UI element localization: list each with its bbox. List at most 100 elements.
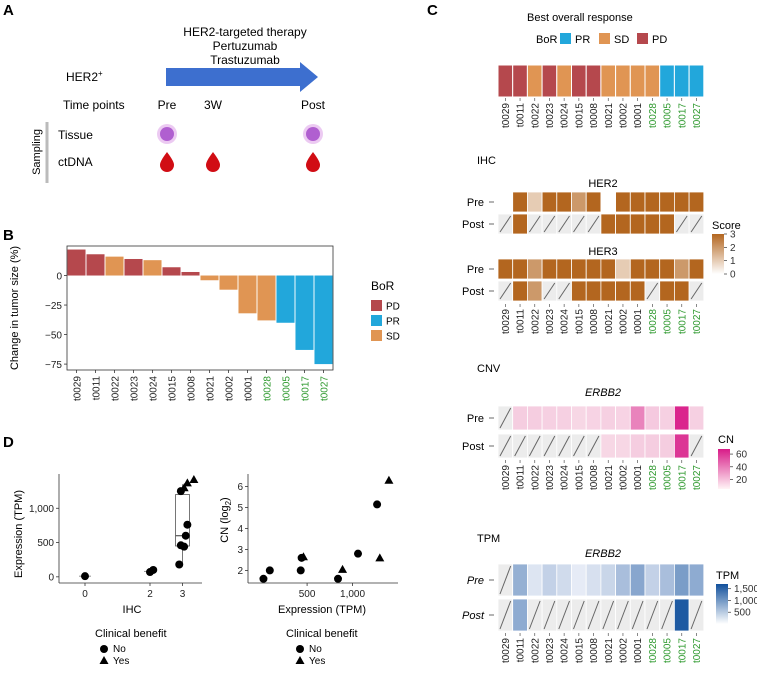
- bor-legend-label-pr: PR: [575, 34, 590, 46]
- ihc-her3-cell-post-t0017: [674, 280, 690, 302]
- ihc-sample-label-t0005: t0005: [663, 309, 674, 334]
- expr-cn-legend-no-label: No: [309, 644, 322, 655]
- waterfall-legend-label-sd: SD: [386, 332, 400, 343]
- cnv-na-slash: [587, 435, 600, 457]
- bor-sample-label-t0011: t0011: [516, 103, 527, 128]
- ihc-her2-cell-pre-t0029: [497, 191, 514, 213]
- ihc-her2-cell-pre-t0021: [600, 191, 617, 213]
- tpm-na-slash: [528, 600, 541, 630]
- waterfall-x-tick-label: t0021: [206, 376, 217, 401]
- cnv-cell-pre-t0021: [600, 405, 617, 431]
- tpm-na-slash: [617, 600, 629, 630]
- panel-b-letter: B: [3, 227, 14, 244]
- ihc-legend-title: Score: [712, 220, 741, 232]
- tpm-na-slash: [646, 600, 659, 630]
- panel-b-waterfall-chart: 0 −25 −50 −75 t0029 t0011 t0022 t0023 t0024 t001…: [9, 245, 400, 401]
- cnv-sample-label-t0005: t0005: [663, 465, 674, 490]
- cnv-cell-pre-t0023: [541, 405, 558, 431]
- expr-cn-y-tick-label: 2: [237, 566, 243, 577]
- timepoint-pre: Pre: [158, 98, 177, 112]
- waterfall-bar-t0001: [238, 275, 257, 314]
- waterfall-x-tick-label: t0027: [320, 376, 331, 401]
- ihc-expr-y-tick-label: 500: [37, 538, 54, 549]
- ihc-sample-label-t0023: t0023: [545, 309, 556, 334]
- tpm-cell-pre-t0022: [527, 563, 543, 597]
- ihc-her2-na-slash: [499, 215, 512, 233]
- waterfall-x-tick-label: t0022: [111, 376, 122, 401]
- waterfall-bar-t0027: [314, 275, 333, 365]
- bor-cell-t0001: [629, 64, 646, 98]
- cnv-sample-label-t0015: t0015: [574, 465, 585, 490]
- cnv-cell-post-t0001: [629, 433, 646, 459]
- cnv-legend-tick-label: 40: [736, 462, 748, 473]
- cnv-cell-post-t0017: [674, 433, 690, 459]
- cnv-legend-tick-label: 60: [736, 450, 748, 461]
- bor-sample-label-t0029: t0029: [501, 103, 512, 128]
- ihc-her3-cell-post-t0021: [600, 280, 617, 302]
- tpm-na-slash: [499, 565, 512, 595]
- expr-cn-y-tick-label: 3: [237, 545, 243, 556]
- expr-cn-point-no-0: [259, 574, 268, 583]
- bor-legend-swatch-sd: [599, 33, 610, 44]
- cnv-sample-label-t0028: t0028: [648, 465, 659, 490]
- tpm-na-slash: [543, 600, 556, 630]
- cnv-sample-label-t0008: t0008: [589, 465, 600, 490]
- ihc-sample-label-t0011: t0011: [516, 309, 527, 334]
- expr-cn-legend-yes-label: Yes: [309, 656, 325, 667]
- ihc-expr-x-tick-label: 0: [82, 589, 88, 600]
- ihc-expr-legend-no-symbol: [100, 645, 108, 653]
- cnv-na-slash: [573, 435, 585, 457]
- expr-cn-y-tick-label: 4: [237, 524, 243, 535]
- ihc-expr-legend-yes-symbol: [99, 656, 109, 664]
- waterfall-x-tick-label: t0008: [187, 376, 198, 401]
- cnv-sample-label-t0017: t0017: [677, 465, 688, 490]
- ihc-her2-cell-pre-t0028: [644, 191, 661, 213]
- ihc-her3-cell-pre-t0011: [512, 258, 528, 280]
- tpm-cell-pre-t0021: [600, 563, 617, 597]
- bor-cell-t0023: [541, 64, 558, 98]
- ihc-her3-cell-pre-t0023: [541, 258, 558, 280]
- bor-cell-t0027: [688, 64, 705, 98]
- tpm-sample-label-t0021: t0021: [604, 638, 615, 663]
- cnv-cell-pre-t0028: [644, 405, 661, 431]
- waterfall-y-tick-label: −50: [45, 331, 62, 342]
- ihc-her2-na-slash: [528, 215, 541, 233]
- waterfall-x-tick-label: t0017: [301, 376, 312, 401]
- tpm-na-slash: [499, 600, 512, 630]
- ihc-expr-point-yes-9: [179, 483, 189, 492]
- tpm-na-slash: [661, 600, 673, 630]
- tpm-cell-pre-t0015: [571, 563, 587, 597]
- ihc-expr-x-axis-title: IHC: [123, 604, 142, 616]
- ihc-expr-y-tick-label: 1,000: [29, 504, 54, 515]
- bor-legend-label-sd: SD: [614, 34, 629, 46]
- panel-a-schematic: HER2-targeted therapy Pertuzumab Trastuz…: [31, 25, 326, 183]
- bor-sample-label-t0017: t0017: [677, 103, 688, 128]
- bor-sample-label-t0021: t0021: [604, 103, 615, 128]
- ihc-legend-gradient: [712, 234, 724, 274]
- ihc-her2-na-slash: [573, 215, 585, 233]
- waterfall-bar-t0023: [124, 258, 143, 276]
- expr-cn-x-tick-label: 1,000: [340, 589, 365, 600]
- waterfall-bar-t0024: [143, 260, 162, 276]
- ihc-her2-na-slash: [690, 215, 703, 233]
- tpm-cell-pre-t0017: [674, 563, 690, 597]
- ihc-sample-label-t0015: t0015: [574, 309, 585, 334]
- cnv-na-slash: [499, 435, 512, 457]
- ihc-her2-title: HER2: [588, 178, 617, 190]
- waterfall-bar-t0011: [86, 254, 105, 276]
- bor-sample-label-t0028: t0028: [648, 103, 659, 128]
- ihc-her3-na-slash: [690, 282, 703, 300]
- cnv-cell-post-t0028: [644, 433, 661, 459]
- waterfall-plot-frame: [66, 245, 334, 371]
- bor-sample-label-t0022: t0022: [530, 103, 541, 128]
- ihc-expr-legend-no-label: No: [113, 644, 126, 655]
- ihc-expr-y-axis-title: Expression (TPM): [13, 490, 25, 578]
- timepoint-post: Post: [301, 98, 326, 112]
- waterfall-x-tick-label: t0005: [282, 376, 293, 401]
- cnv-cell-pre-t0008: [585, 405, 602, 431]
- ihc-her3-na-slash: [543, 282, 556, 300]
- waterfall-legend-swatch-sd: [371, 330, 382, 341]
- cnv-legend-title: CN: [718, 434, 734, 446]
- ihc-sample-label-t0022: t0022: [530, 309, 541, 334]
